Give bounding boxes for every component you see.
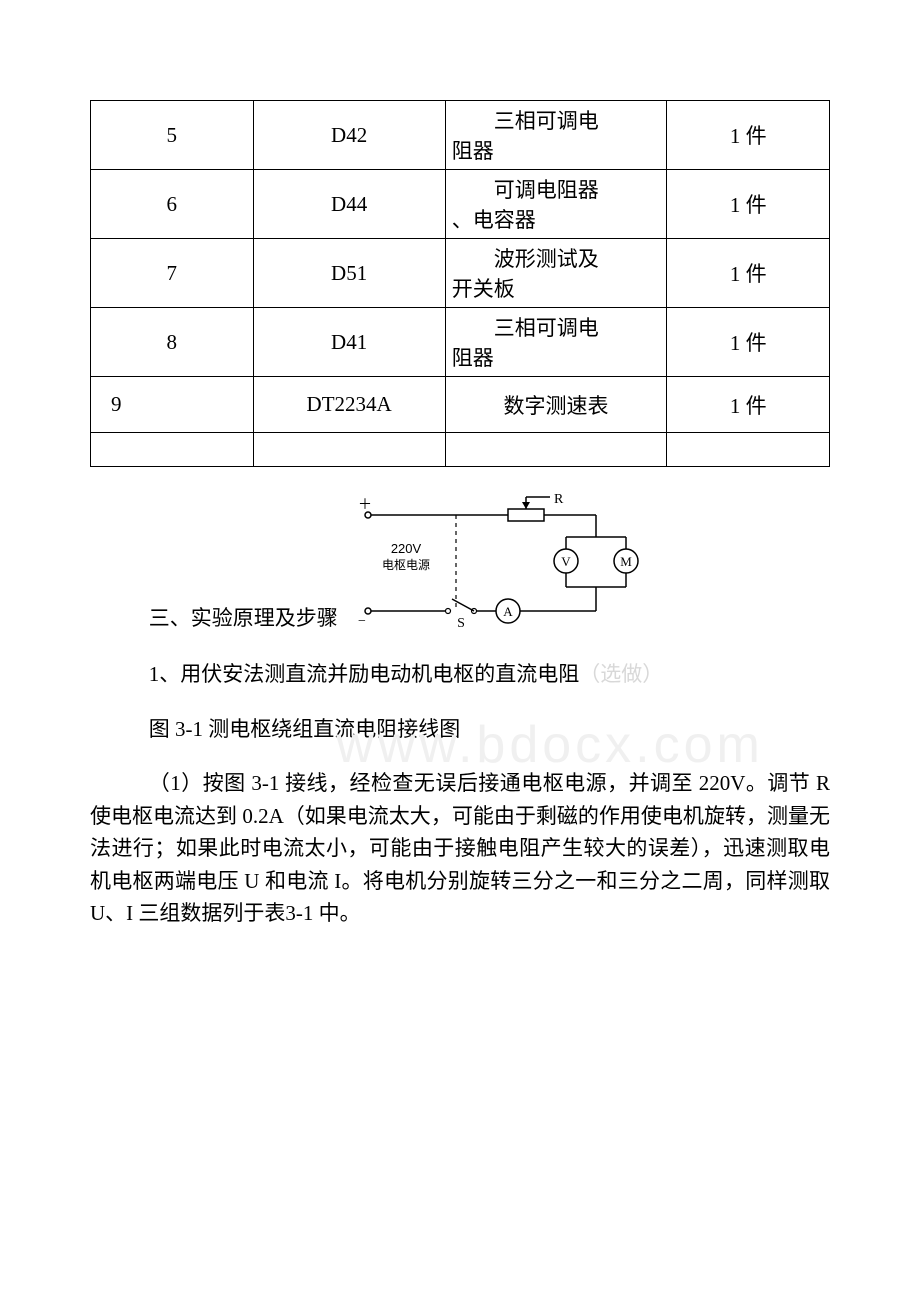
equipment-table: 5 D42 三相可调电 阻器 1 件 6 D44 可调电阻器 、电容器 1 件 … xyxy=(90,100,830,467)
s-label: S xyxy=(457,616,465,631)
desc-line: 可调电阻器 xyxy=(452,174,661,204)
cell-empty xyxy=(667,433,830,467)
paragraph-1: （1）按图 3-1 接线，经检查无误后接通电枢电源，并调至 220V。调节 R … xyxy=(90,767,830,930)
table-row: 6 D44 可调电阻器 、电容器 1 件 xyxy=(91,170,830,239)
rheostat-icon xyxy=(508,509,544,521)
cell-desc: 数字测速表 xyxy=(445,377,667,433)
cell-idx: 6 xyxy=(91,170,254,239)
cell-qty: 1 件 xyxy=(667,101,830,170)
cell-qty: 1 件 xyxy=(667,239,830,308)
cell-code: DT2234A xyxy=(253,377,445,433)
cell-desc: 可调电阻器 、电容器 xyxy=(445,170,667,239)
cell-empty xyxy=(91,433,254,467)
cell-empty xyxy=(445,433,667,467)
step-1-faded: （选做） xyxy=(579,662,663,686)
table-row: 8 D41 三相可调电 阻器 1 件 xyxy=(91,308,830,377)
table-row: 9 DT2234A 数字测速表 1 件 xyxy=(91,377,830,433)
cell-idx: 7 xyxy=(91,239,254,308)
desc-line: 阻器 xyxy=(452,139,494,163)
plus-label: ＋ xyxy=(358,498,372,513)
desc-line: 三相可调电 xyxy=(452,105,661,135)
cell-idx: 8 xyxy=(91,308,254,377)
desc-line: 波形测试及 xyxy=(452,243,661,273)
desc-line: 阻器 xyxy=(452,346,494,370)
minus-label: − xyxy=(358,614,366,629)
switch-node-icon xyxy=(445,609,450,614)
cell-qty: 1 件 xyxy=(667,170,830,239)
cell-qty: 1 件 xyxy=(667,308,830,377)
cell-code: D51 xyxy=(253,239,445,308)
step-1-text: 1、用伏安法测直流并励电动机电枢的直流电阻 xyxy=(149,662,580,686)
step-1-line: 1、用伏安法测直流并励电动机电枢的直流电阻（选做） xyxy=(90,658,830,691)
desc-line: 、电容器 xyxy=(452,208,536,232)
circuit-diagram: ＋ − 220V 电枢电源 R xyxy=(350,491,640,636)
r-label: R xyxy=(554,492,564,507)
table-row: 7 D51 波形测试及 开关板 1 件 xyxy=(91,239,830,308)
arrow-icon xyxy=(522,502,530,509)
table-row-empty xyxy=(91,433,830,467)
cell-qty: 1 件 xyxy=(667,377,830,433)
v-label: V xyxy=(561,554,571,569)
cell-empty xyxy=(253,433,445,467)
desc-line: 开关板 xyxy=(452,277,515,301)
cell-desc: 波形测试及 开关板 xyxy=(445,239,667,308)
voltage-label-cn: 电枢电源 xyxy=(382,557,430,572)
m-label: M xyxy=(620,554,632,569)
voltage-label: 220V xyxy=(391,541,422,556)
cell-desc: 三相可调电 阻器 xyxy=(445,101,667,170)
figure-caption: 图 3-1 测电枢绕组直流电阻接线图 xyxy=(90,713,830,746)
section-heading: 三、实验原理及步骤 xyxy=(90,602,338,636)
cell-idx: 9 xyxy=(91,377,254,433)
cell-idx: 5 xyxy=(91,101,254,170)
cell-code: D42 xyxy=(253,101,445,170)
circuit-svg: ＋ − 220V 电枢电源 R xyxy=(350,491,640,631)
table-row: 5 D42 三相可调电 阻器 1 件 xyxy=(91,101,830,170)
cell-code: D44 xyxy=(253,170,445,239)
a-label: A xyxy=(503,604,513,619)
cell-code: D41 xyxy=(253,308,445,377)
switch-blade xyxy=(452,599,474,611)
cell-desc: 三相可调电 阻器 xyxy=(445,308,667,377)
desc-line: 三相可调电 xyxy=(452,312,661,342)
